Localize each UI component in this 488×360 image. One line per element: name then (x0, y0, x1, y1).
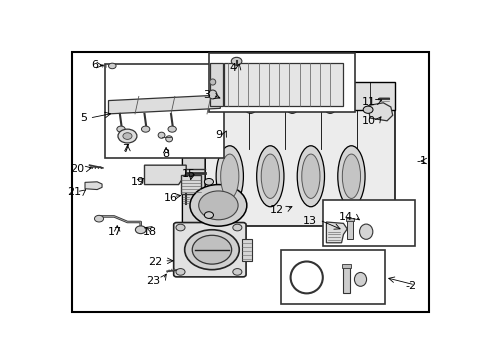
Polygon shape (85, 182, 102, 190)
Text: 14: 14 (338, 212, 352, 222)
Text: 11: 11 (361, 97, 375, 107)
Ellipse shape (141, 126, 149, 132)
Text: 17: 17 (108, 227, 122, 237)
Text: 13: 13 (302, 216, 316, 226)
Ellipse shape (354, 273, 366, 286)
Ellipse shape (301, 154, 319, 198)
Bar (280, 250, 385, 304)
Circle shape (204, 145, 213, 152)
Circle shape (184, 230, 239, 270)
Ellipse shape (261, 154, 279, 198)
Text: 22: 22 (148, 257, 163, 267)
Ellipse shape (158, 132, 164, 138)
Bar (346, 218, 352, 239)
Circle shape (207, 106, 217, 113)
Circle shape (108, 63, 116, 69)
Bar (322, 200, 415, 246)
Text: 6: 6 (91, 60, 98, 70)
Text: 21: 21 (66, 187, 81, 197)
Circle shape (204, 212, 213, 219)
Circle shape (189, 185, 246, 226)
Ellipse shape (256, 146, 284, 207)
Ellipse shape (359, 224, 372, 239)
Circle shape (232, 269, 242, 275)
Circle shape (122, 133, 132, 139)
Bar (180, 175, 201, 194)
Text: 5: 5 (80, 113, 87, 123)
Text: 23: 23 (146, 276, 160, 286)
Text: -2: -2 (405, 281, 416, 291)
Text: 8: 8 (162, 149, 169, 159)
Circle shape (176, 269, 184, 275)
Circle shape (325, 106, 334, 113)
Bar (208, 53, 354, 112)
Circle shape (231, 57, 242, 65)
Circle shape (176, 224, 184, 231)
Ellipse shape (208, 90, 217, 99)
Polygon shape (326, 222, 346, 243)
FancyBboxPatch shape (173, 222, 245, 277)
Text: 18: 18 (143, 227, 157, 237)
Circle shape (204, 179, 213, 185)
Text: 9: 9 (215, 130, 222, 140)
Circle shape (118, 129, 137, 143)
Polygon shape (144, 165, 186, 185)
Circle shape (232, 224, 242, 231)
Polygon shape (205, 82, 394, 110)
Bar (346, 218, 353, 221)
Text: -1: -1 (415, 156, 427, 166)
Bar (342, 264, 350, 268)
Text: 12: 12 (269, 204, 283, 215)
Ellipse shape (220, 154, 238, 198)
Bar (343, 266, 349, 293)
Text: 10: 10 (361, 116, 375, 126)
Bar (104, 64, 224, 158)
Ellipse shape (297, 146, 324, 207)
Text: 19: 19 (130, 177, 144, 187)
Circle shape (94, 215, 103, 222)
Ellipse shape (342, 154, 360, 198)
Text: 4: 4 (228, 63, 236, 73)
Bar (242, 239, 251, 261)
Ellipse shape (209, 79, 215, 85)
Text: 15: 15 (182, 169, 196, 179)
Circle shape (245, 106, 255, 113)
Text: 16: 16 (163, 193, 178, 203)
Circle shape (192, 235, 231, 264)
Polygon shape (367, 103, 392, 121)
Ellipse shape (216, 146, 243, 207)
Circle shape (198, 191, 238, 220)
Text: 3: 3 (203, 90, 210, 100)
Ellipse shape (337, 146, 365, 207)
Ellipse shape (165, 136, 172, 142)
Bar (224, 63, 343, 105)
Circle shape (287, 106, 297, 113)
Circle shape (363, 106, 372, 113)
Ellipse shape (168, 126, 176, 132)
Polygon shape (205, 110, 394, 226)
Text: 20: 20 (70, 164, 84, 174)
Polygon shape (108, 95, 220, 114)
Ellipse shape (117, 126, 125, 132)
Text: 7: 7 (122, 144, 129, 154)
Polygon shape (182, 110, 205, 243)
Circle shape (135, 226, 146, 234)
Bar (210, 63, 223, 105)
